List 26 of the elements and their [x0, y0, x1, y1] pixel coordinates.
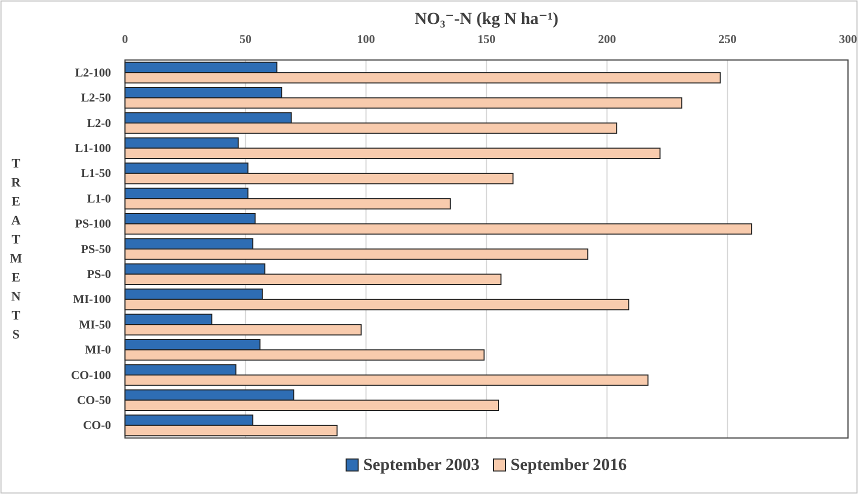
y-tick-label: PS-100	[75, 216, 111, 231]
y-tick-label: L1-0	[87, 191, 111, 206]
x-tick-label: 300	[839, 32, 857, 46]
y-tick-label: PS-0	[87, 267, 111, 282]
x-tick-label: 0	[122, 32, 128, 46]
x-tick-label: 100	[357, 32, 375, 46]
y-tick-label: L2-0	[87, 116, 111, 130]
x-tick-label: 150	[478, 32, 496, 46]
y-tick-label: CO-100	[71, 368, 111, 382]
y-tick-label: PS-50	[81, 242, 111, 256]
y-tick-label: MI-50	[79, 317, 111, 332]
x-tick-label: 50	[240, 32, 252, 46]
x-axis-title: NO₃⁻-N (kg N ha⁻¹)	[414, 9, 558, 28]
y-tick-label: L2-50	[81, 90, 111, 105]
legend-label: September 2016	[510, 455, 627, 474]
text: TREATMENTS	[10, 156, 22, 342]
x-tick-label: 250	[718, 32, 736, 46]
y-tick-label: L1-50	[81, 166, 111, 180]
y-tick-label: CO-50	[77, 393, 111, 408]
y-tick-label: L1-100	[75, 141, 111, 156]
y-tick-label: MI-0	[85, 342, 111, 357]
y-tick-label: CO-0	[83, 418, 111, 432]
y-tick-label: L2-100	[75, 65, 111, 80]
x-tick-label: 200	[598, 32, 616, 46]
legend-label: September 2003	[363, 455, 480, 474]
y-tick-label: MI-100	[73, 292, 111, 306]
